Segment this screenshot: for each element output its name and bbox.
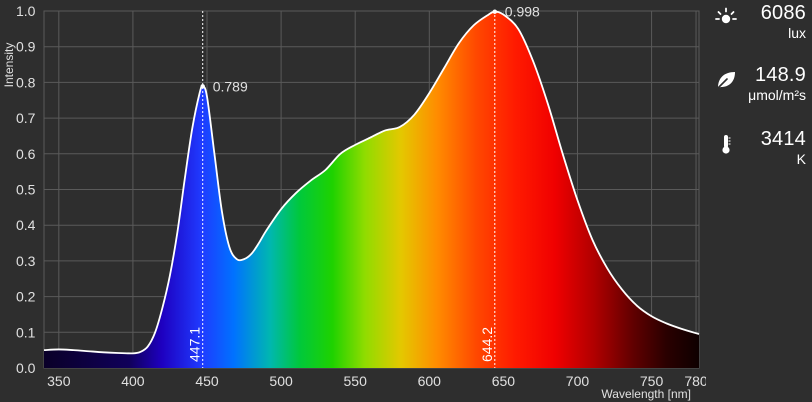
spectrum-curve-line <box>43 10 700 355</box>
y-tick-label-3: 0.3 <box>16 253 36 269</box>
y-tick-label-5: 0.5 <box>16 182 36 198</box>
cct-metric: 3414 K <box>706 128 810 174</box>
lux-unit: lux <box>788 25 806 41</box>
cct-unit: K <box>796 151 806 167</box>
x-tick-label-2: 450 <box>195 373 219 389</box>
thermometer-icon <box>722 135 731 154</box>
x-tick-label-8: 750 <box>640 373 664 389</box>
spectrum-chart: 0.0 0.1 0.2 0.3 0.4 0.5 0.6 0.7 0.8 0.9 1.0 350 400… <box>2 3 706 401</box>
lux-value: 6086 <box>760 2 806 24</box>
y-tick-label-2: 0.2 <box>16 289 36 305</box>
y-axis-label: Intensity <box>2 43 16 88</box>
illuminance-metric: 6086 lux <box>706 2 810 48</box>
y-tick-labels: 0.0 0.1 0.2 0.3 0.4 0.5 0.6 0.7 0.8 0.9 1.0 <box>16 3 36 376</box>
sun-icon <box>715 7 737 24</box>
x-axis-label: Wavelength [nm] <box>601 387 691 401</box>
ppfd-value: 148.9 <box>754 64 806 86</box>
y-tick-label-0: 0.0 <box>16 360 36 376</box>
x-tick-label-6: 650 <box>492 373 516 389</box>
ppfd-metric: 148.9 μmol/m²s <box>706 64 810 110</box>
y-tick-label-6: 0.6 <box>16 146 36 162</box>
peak-wavelength-label-0: 447.1 <box>187 327 203 362</box>
peak-labels: 0.789 447.1 0.998 644.2 <box>187 4 540 362</box>
cct-value: 3414 <box>760 128 806 150</box>
y-tick-label-4: 0.4 <box>16 217 36 233</box>
x-tick-label-9: 780 <box>684 373 706 389</box>
leaf-icon <box>716 72 735 90</box>
x-tick-label-7: 700 <box>566 373 590 389</box>
x-tick-labels: 350 400 450 500 550 600 650 700 750 780 <box>47 373 706 389</box>
x-tick-label-4: 550 <box>344 373 368 389</box>
x-tick-label-5: 600 <box>418 373 442 389</box>
peak-intensity-label-1: 0.998 <box>505 4 540 20</box>
x-tick-label-0: 350 <box>47 373 71 389</box>
y-tick-label-1: 0.1 <box>16 324 36 340</box>
peak-intensity-label-0: 0.789 <box>213 78 248 94</box>
y-tick-label-7: 0.7 <box>16 110 36 126</box>
spectrum-area <box>44 11 699 369</box>
y-tick-label-8: 0.8 <box>16 74 36 90</box>
y-tick-label-10: 1.0 <box>16 3 36 19</box>
y-tick-label-9: 0.9 <box>16 39 36 55</box>
ppfd-unit: μmol/m²s <box>748 87 806 103</box>
x-tick-label-3: 500 <box>269 373 293 389</box>
peak-wavelength-label-1: 644.2 <box>479 327 495 362</box>
x-tick-label-1: 400 <box>121 373 145 389</box>
metrics-panel: 6086 lux 148.9 μmol/m²s 3414 K <box>706 0 812 402</box>
